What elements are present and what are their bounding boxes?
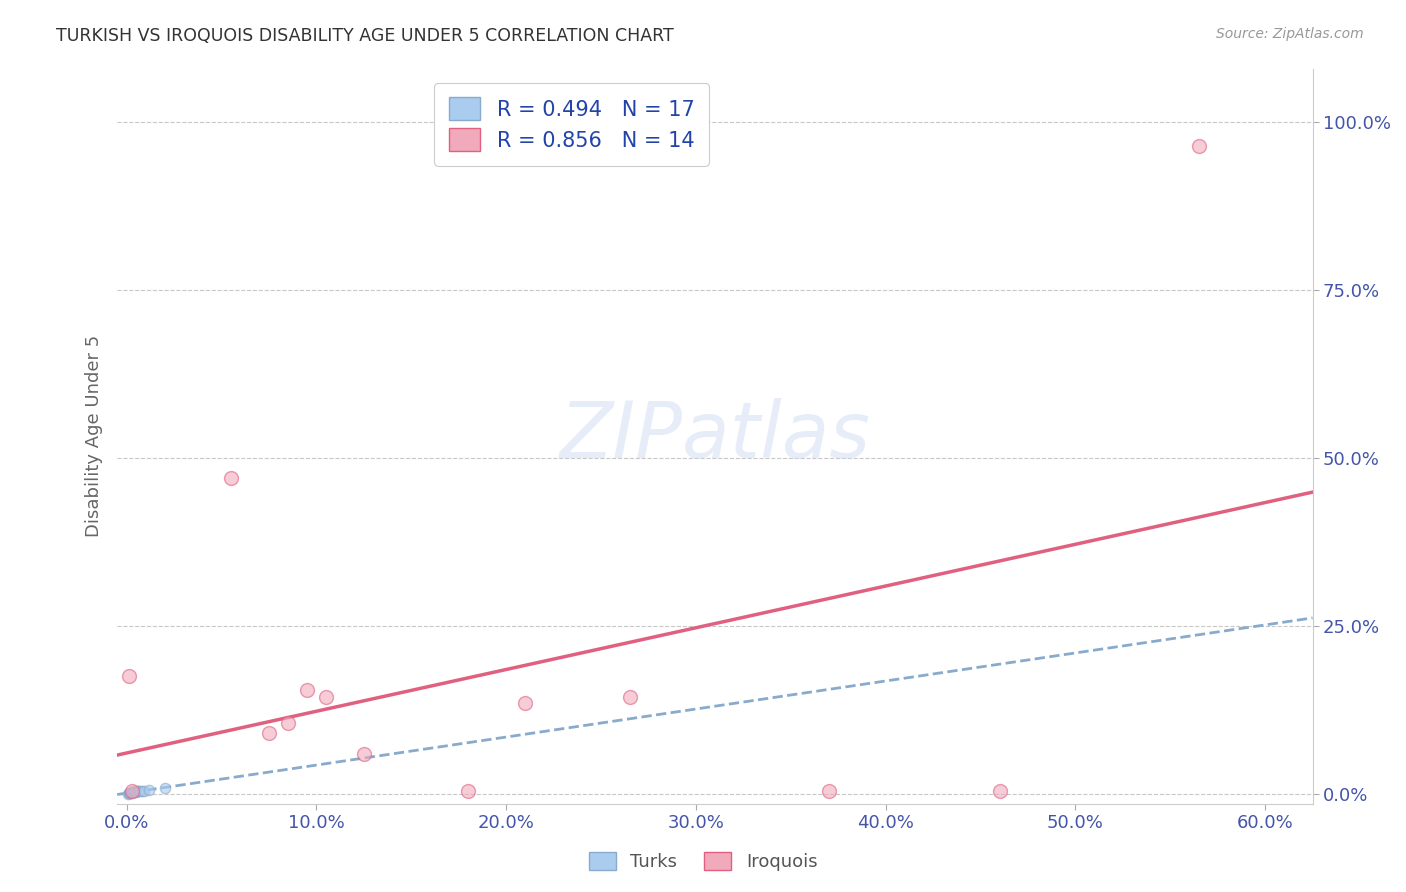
Point (138, 783, 160, 797)
Legend: R = 0.494   N = 17, R = 0.856   N = 14: R = 0.494 N = 17, R = 0.856 N = 14 (434, 83, 709, 166)
Point (817, 783, 839, 797)
Point (153, 780, 176, 795)
Point (120, 786, 142, 800)
Text: TURKISH VS IROQUOIS DISABILITY AGE UNDER 5 CORRELATION CHART: TURKISH VS IROQUOIS DISABILITY AGE UNDER… (56, 27, 673, 45)
Point (117, 786, 139, 800)
Point (125, 785, 148, 799)
Point (121, 783, 143, 797)
Point (129, 784, 152, 798)
Point (131, 783, 153, 797)
Point (122, 784, 145, 798)
Point (121, 786, 143, 800)
Point (1188, 138, 1211, 153)
Legend: Turks, Iroquois: Turks, Iroquois (582, 845, 824, 879)
Point (353, 747, 375, 761)
Point (257, 726, 280, 740)
Point (277, 716, 299, 731)
Point (132, 783, 155, 797)
Point (117, 669, 139, 683)
Point (127, 783, 149, 797)
Point (295, 682, 318, 697)
Point (513, 696, 536, 710)
Point (117, 787, 139, 801)
Point (988, 783, 1011, 797)
Point (457, 783, 479, 797)
Text: Source: ZipAtlas.com: Source: ZipAtlas.com (1216, 27, 1364, 41)
Point (120, 786, 142, 800)
Point (619, 690, 641, 704)
Point (117, 786, 139, 800)
Point (122, 785, 145, 799)
Point (315, 690, 337, 704)
Point (127, 784, 149, 798)
Text: ZIPatlas: ZIPatlas (560, 398, 870, 475)
Point (219, 471, 242, 485)
Y-axis label: Disability Age Under 5: Disability Age Under 5 (86, 335, 103, 537)
Point (121, 785, 143, 799)
